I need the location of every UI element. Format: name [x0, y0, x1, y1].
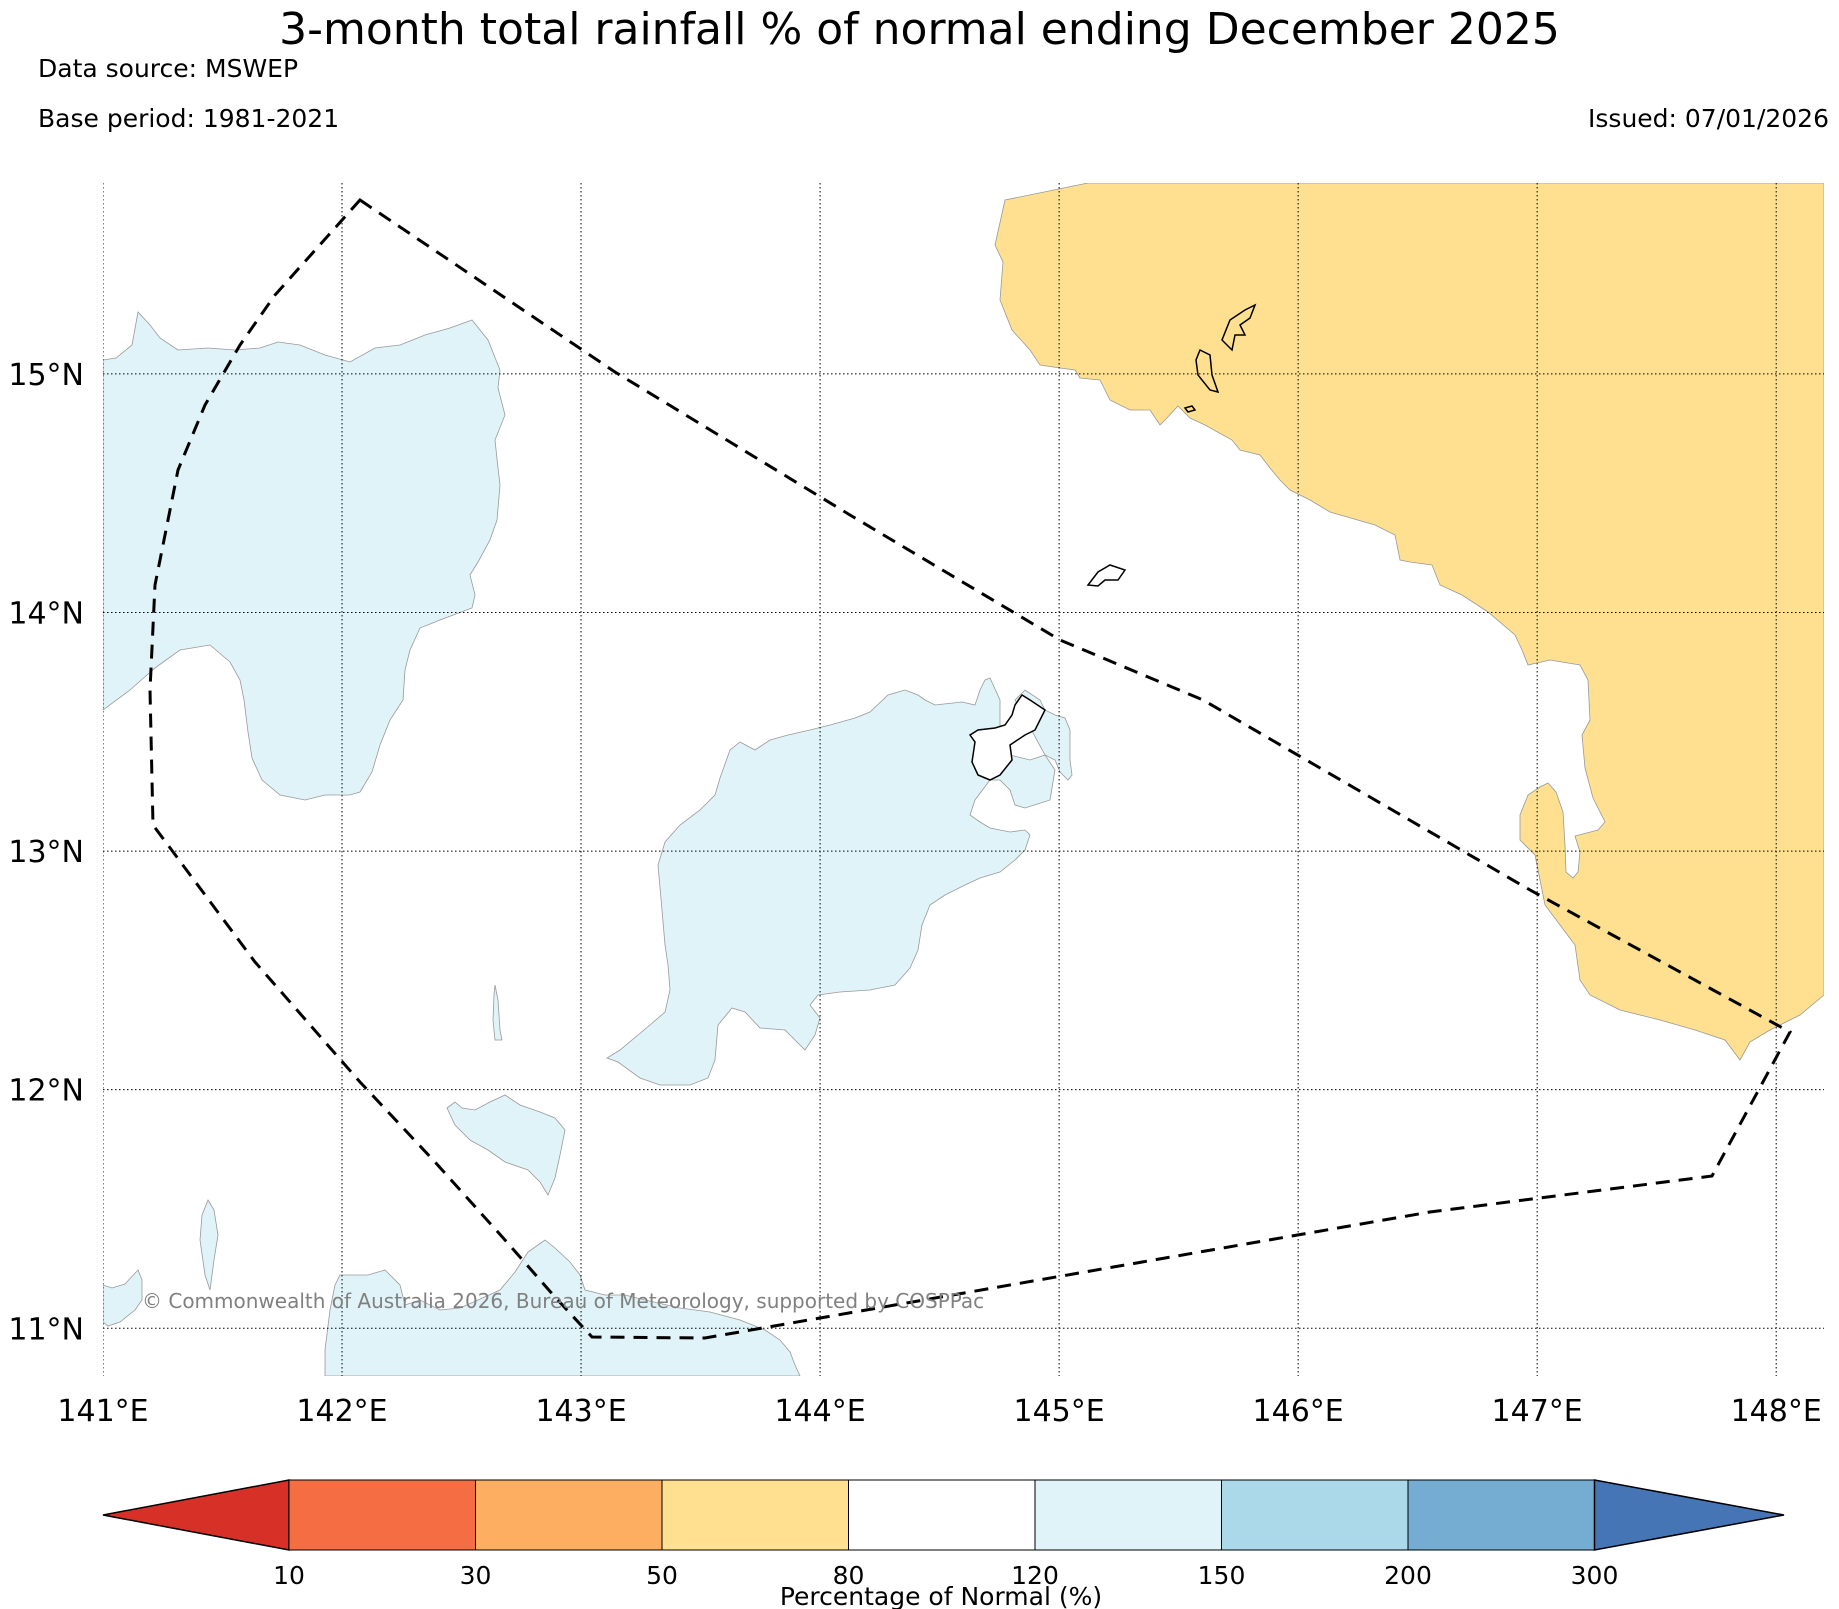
colorbar-tick-label: 300	[1571, 1561, 1619, 1590]
colorbar-segment	[848, 1479, 1036, 1551]
colorbar-tick-label: 80	[833, 1561, 865, 1590]
colorbar-tick-label: 30	[460, 1561, 492, 1590]
longitude-tick-label: 142°E	[296, 1394, 387, 1429]
below-normal-region	[994, 183, 1824, 1061]
colorbar-tick-label: 50	[646, 1561, 678, 1590]
issued-date-text: Issued: 07/01/2026	[1588, 104, 1829, 133]
map-area: © Commonwealth of Australia 2026, Bureau…	[103, 183, 1824, 1376]
rota-island-coastline	[1086, 564, 1127, 587]
longitude-labels: 141°E 142°E 143°E 144°E 145°E 146°E 147°E 148°E	[57, 1394, 1821, 1429]
base-period-text: Base period: 1981-2021	[38, 104, 340, 133]
longitude-tick-label: 148°E	[1731, 1394, 1822, 1429]
above-normal-region-sliver-2	[492, 984, 503, 1041]
colorbar-segment	[475, 1479, 663, 1551]
colorbar-extend-low	[102, 1479, 290, 1551]
above-normal-region-central	[606, 677, 1056, 1086]
latitude-tick-label: 15°N	[8, 358, 84, 393]
copyright-text: © Commonwealth of Australia 2026, Bureau…	[142, 1289, 984, 1313]
above-normal-region-west	[103, 311, 506, 801]
above-normal-region-southwest-islet	[103, 1269, 143, 1327]
colorbar-segment	[1034, 1479, 1222, 1551]
colorbar-tick-label: 200	[1384, 1561, 1432, 1590]
colorbar-segment	[1407, 1479, 1595, 1551]
latitude-tick-label: 12°N	[8, 1074, 84, 1109]
latitude-labels: 11°N 12°N 13°N 14°N 15°N	[8, 358, 84, 1347]
longitude-tick-label: 143°E	[535, 1394, 626, 1429]
latitude-tick-label: 11°N	[8, 1312, 84, 1347]
longitude-tick-label: 147°E	[1492, 1394, 1583, 1429]
latitude-tick-label: 13°N	[8, 835, 84, 870]
colorbar-segment	[288, 1479, 476, 1551]
longitude-tick-label: 146°E	[1253, 1394, 1344, 1429]
colorbar-segment	[661, 1479, 849, 1551]
above-normal-region-south-mid	[446, 1094, 566, 1196]
colorbar-tick-label: 150	[1198, 1561, 1246, 1590]
map-title: 3-month total rainfall % of normal endin…	[279, 4, 1560, 55]
longitude-tick-label: 145°E	[1014, 1394, 1105, 1429]
colorbar-title: Percentage of Normal (%)	[780, 1582, 1102, 1609]
colorbar-segment	[1221, 1479, 1409, 1551]
longitude-tick-label: 144°E	[774, 1394, 865, 1429]
colorbar-tick-label: 120	[1011, 1561, 1059, 1590]
latitude-tick-label: 14°N	[8, 596, 84, 631]
above-normal-region-south	[324, 1239, 801, 1376]
longitude-tick-label: 141°E	[57, 1394, 148, 1429]
colorbar-legend: 10 30 50 80 120 150 200 300	[102, 1479, 1785, 1590]
data-source-text: Data source: MSWEP	[38, 54, 299, 83]
above-normal-region-sliver-1	[199, 1199, 219, 1291]
eez-boundary-dashed	[148, 198, 1793, 1340]
colorbar-extend-high	[1593, 1479, 1785, 1551]
tinian-island-coastline	[1183, 348, 1220, 413]
guam-coastline	[968, 693, 1046, 781]
colorbar-tick-label: 10	[273, 1561, 305, 1590]
saipan-island-coastline	[1221, 303, 1257, 352]
map-gridlines	[103, 183, 1824, 1376]
